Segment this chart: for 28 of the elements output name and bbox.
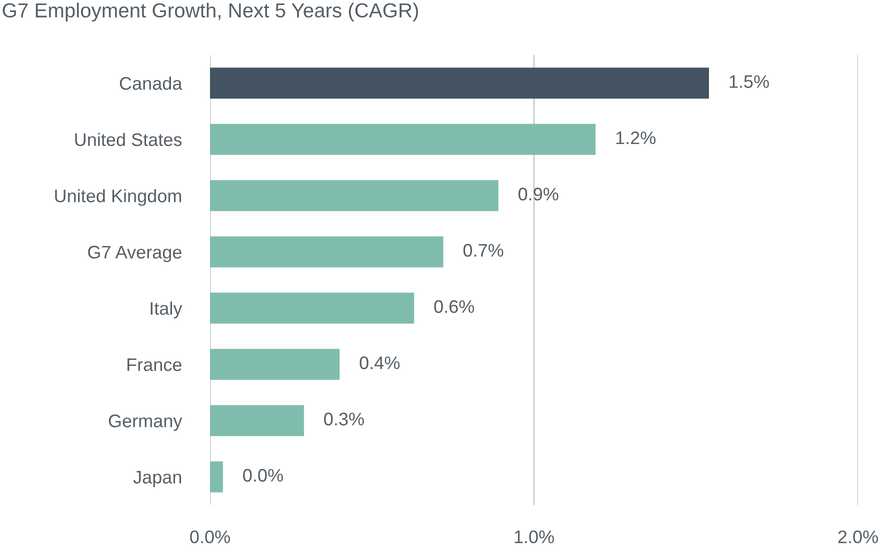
y-tick-label: Canada [120, 76, 182, 90]
data-label: 0.7% [463, 244, 504, 257]
data-label: 0.4% [360, 356, 400, 370]
y-tick-label: G7 Average [88, 246, 182, 262]
bar [210, 68, 709, 99]
bar [210, 405, 304, 436]
data-label: 0.3% [324, 412, 364, 426]
bar [210, 236, 444, 268]
bar [210, 124, 596, 155]
x-tick-label: 2.0% [838, 530, 878, 544]
x-tick-label: 0.0% [190, 530, 230, 544]
data-label: 1.5% [730, 75, 769, 88]
data-label: 0.6% [434, 300, 474, 313]
data-label: 0.0% [243, 468, 283, 482]
y-tick-label: Germany [108, 414, 182, 431]
y-tick-label: United Kingdom [55, 189, 182, 206]
chart-title: G7 Employment Growth, Next 5 Years (CAGR) [2, 2, 418, 22]
bar [210, 292, 414, 324]
bar [210, 348, 340, 380]
y-tick-label: United States [75, 132, 182, 146]
data-label: 1.2% [616, 131, 656, 144]
y-tick-label: Japan [133, 470, 182, 488]
y-tick-label: Italy [150, 302, 182, 318]
bar [210, 461, 223, 492]
data-label: 0.9% [518, 188, 558, 200]
y-tick-label: France [128, 358, 182, 372]
x-tick-label: 1.0% [514, 530, 554, 544]
bar [210, 180, 498, 212]
